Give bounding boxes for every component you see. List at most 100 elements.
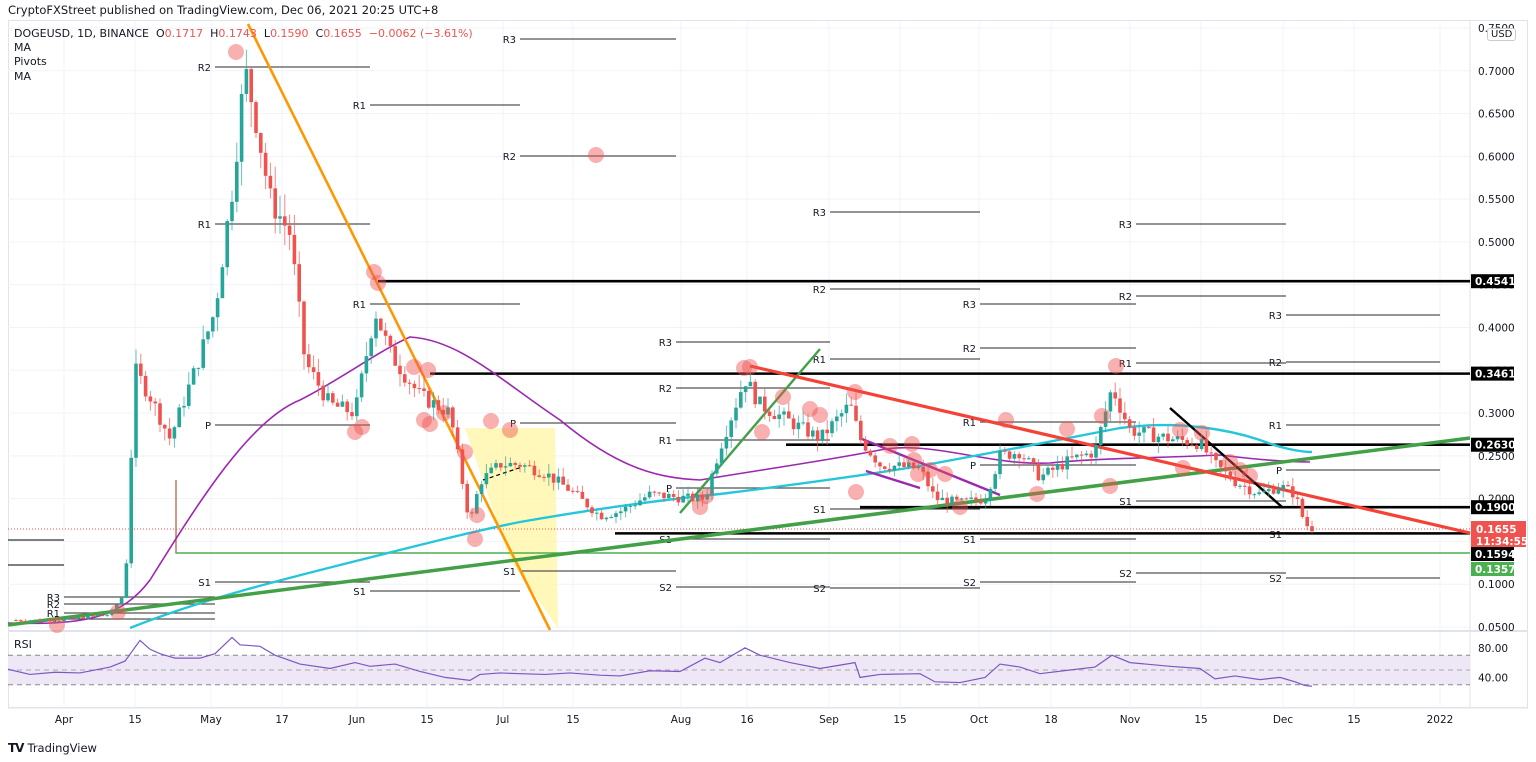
candle-body: [585, 498, 589, 508]
candle-body: [91, 615, 95, 617]
candle-body: [451, 407, 455, 428]
x-tick-label: 15: [893, 714, 906, 726]
price-tag-0.1357: [1471, 562, 1514, 576]
trendline-orange: [246, 23, 552, 631]
candle-body: [331, 393, 335, 403]
candle-body: [873, 455, 877, 463]
candle-body: [475, 494, 479, 514]
indicator-pivots[interactable]: Pivots: [14, 55, 47, 69]
candle-body: [292, 234, 297, 265]
candle-body: [57, 621, 61, 623]
highlight-marker-icon: [904, 436, 920, 452]
highlight-marker-icon: [416, 412, 432, 428]
x-tick-label: 15: [1347, 714, 1360, 726]
candle-body: [844, 404, 849, 414]
candle-body: [811, 430, 815, 437]
pivot-label: R3: [813, 208, 826, 219]
candle-body: [1238, 485, 1242, 487]
price-tag-0.1357-text: 0.1357: [1475, 564, 1516, 576]
candle-body: [259, 133, 263, 153]
indicator-ma-2[interactable]: MA: [14, 69, 32, 83]
candle-body: [1295, 497, 1300, 499]
candle-body: [393, 346, 397, 366]
highlight-marker-icon: [1194, 425, 1210, 441]
x-tick-label: Apr: [55, 714, 74, 726]
highlight-area: [465, 428, 558, 628]
candle-body: [753, 381, 757, 405]
pivot-label: R1: [659, 436, 672, 447]
symbol-label[interactable]: DOGEUSD, 1D, BINANCE: [14, 27, 149, 40]
pivot-label: P: [54, 615, 60, 626]
candle-body: [1276, 489, 1281, 494]
candle-body: [1199, 439, 1204, 450]
candle-body: [595, 512, 599, 514]
pivot-label: R2: [198, 63, 211, 74]
current-price-tag: [1471, 521, 1526, 547]
pivot-label: S2: [963, 578, 976, 589]
highlight-marker-icon: [812, 407, 828, 423]
x-tick-label: Dec: [1273, 714, 1294, 726]
candle-body: [734, 407, 738, 421]
highlight-marker-icon: [370, 275, 386, 291]
candle-body: [859, 420, 863, 441]
candle-body: [887, 468, 892, 471]
price-tag-0.4541-text: 0.4541: [1475, 276, 1516, 288]
candle-body: [979, 500, 983, 504]
highlight-marker-icon: [775, 389, 791, 405]
candle-body: [191, 368, 196, 385]
candle-body: [638, 500, 642, 506]
pivot-label: S1: [963, 535, 976, 546]
pivot-label: R3: [503, 35, 516, 46]
candle-body: [1108, 392, 1113, 412]
moving-average-purple: [7, 336, 1311, 625]
y-tick-label: 0.1000: [1478, 579, 1515, 591]
candle-body: [1118, 398, 1122, 413]
candle-body: [307, 354, 311, 368]
candle-body: [710, 473, 714, 495]
candle-body: [907, 462, 911, 467]
highlight-marker-icon: [467, 531, 483, 547]
candle-body: [76, 617, 81, 619]
open-value: 0.1717: [164, 27, 204, 40]
candle-body: [782, 411, 786, 415]
candle-body: [743, 386, 748, 393]
y-tick-label: 0.5500: [1478, 194, 1515, 206]
candle-body: [244, 69, 249, 94]
candle-body: [537, 475, 541, 477]
candle-body: [100, 615, 105, 617]
x-tick-label: 2022: [1427, 714, 1454, 726]
candle-body: [215, 298, 220, 318]
candle-body: [633, 505, 637, 507]
indicator-ma-1[interactable]: MA: [14, 41, 32, 55]
candle-body: [1132, 427, 1137, 436]
high-label: H: [210, 27, 219, 40]
candle-body: [67, 617, 71, 620]
x-tick-label: 15: [566, 714, 579, 726]
pivot-label: R3: [963, 300, 976, 311]
candle-body: [417, 388, 421, 390]
candle-body: [436, 400, 441, 410]
candle-body: [1094, 445, 1098, 458]
candle-body: [119, 597, 124, 605]
price-tag-0.1900-text: 0.1900: [1475, 502, 1516, 514]
candle-body: [575, 491, 580, 493]
highlight-marker-icon: [347, 424, 363, 440]
highlight-marker-icon: [1059, 421, 1075, 437]
highlight-marker-icon: [436, 405, 452, 421]
highlight-marker-icon: [937, 466, 953, 482]
candle-body: [86, 615, 90, 619]
pivot-label: S2: [813, 584, 826, 595]
candle-body: [1137, 432, 1141, 436]
candle-body: [657, 492, 661, 494]
highlight-marker-icon: [736, 360, 752, 376]
x-tick-label: Oct: [970, 714, 988, 726]
candle-body: [839, 413, 844, 417]
pivot-label: S1: [1119, 497, 1132, 508]
footer-brand[interactable]: TV TradingView: [8, 741, 97, 755]
candle-body: [388, 335, 393, 347]
candle-body: [124, 563, 129, 598]
candle-body: [115, 604, 119, 610]
currency-badge[interactable]: USD: [1487, 28, 1517, 41]
rsi-label[interactable]: RSI: [14, 638, 32, 651]
